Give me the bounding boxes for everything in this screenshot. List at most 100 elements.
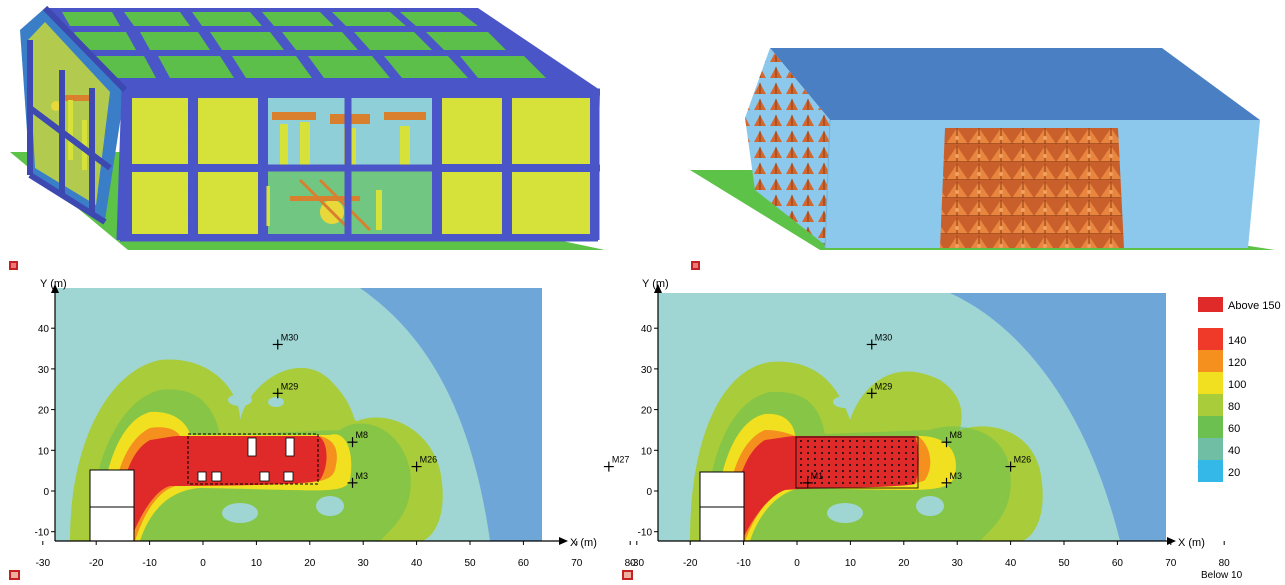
x-tick-label: 70 [1165, 558, 1177, 569]
axes-right [657, 290, 1168, 542]
y-axis-label: Y (m) [40, 278, 67, 290]
x-tick-label: 40 [1005, 558, 1017, 569]
x-tick-label: 0 [794, 558, 800, 569]
frame-model-3d [10, 5, 605, 250]
legend-item: 20 [1198, 460, 1240, 482]
x-tick-label: 70 [571, 558, 583, 569]
y-tick-label: 20 [641, 406, 653, 417]
y-tick-label: 0 [43, 487, 49, 498]
legend-swatch [1198, 394, 1223, 416]
monitor-point-m26: M26 [411, 455, 438, 472]
x-tick-label: 40 [411, 558, 423, 569]
x-tick-label: 20 [898, 558, 910, 569]
y-tick-label: 40 [641, 324, 653, 335]
monitor-point-m30: M30 [866, 332, 893, 350]
legend-label: 100 [1228, 379, 1246, 391]
monitor-point-m27: M27 [603, 455, 630, 472]
x-tick-label: 50 [464, 558, 476, 569]
y-tick-label: 30 [641, 365, 653, 376]
monitor-point-label: M27 [612, 455, 630, 465]
y-tick-label: -10 [638, 528, 653, 539]
x-tick-label: 20 [304, 558, 316, 569]
x-tick-label: 60 [518, 558, 530, 569]
x-tick-label: 10 [845, 558, 857, 569]
x-tick-label: 50 [1058, 558, 1070, 569]
y-tick-label: 40 [38, 324, 50, 335]
legend-item: 60 [1198, 416, 1240, 438]
legend-item: 100 [1198, 372, 1246, 394]
x-tick-label: 10 [251, 558, 263, 569]
x-tick-label: -20 [89, 558, 104, 569]
axes-left [54, 290, 560, 542]
x-tick-label: 30 [358, 558, 370, 569]
legend-label: 80 [1228, 401, 1240, 413]
legend-item: Below 10 [1201, 570, 1243, 581]
monitor-point-label: M29 [281, 381, 299, 391]
y-tick-label: 10 [641, 446, 653, 457]
legend-label: 120 [1228, 357, 1246, 369]
monitor-point-m29: M29 [866, 381, 893, 399]
legend-swatch [1198, 460, 1223, 482]
x-tick-label: 60 [1112, 558, 1124, 569]
legend-item: 120 [1198, 350, 1246, 372]
x-tick-label: 80 [1219, 558, 1231, 569]
monitor-point-m8: M8 [347, 430, 369, 448]
monitor-point-label: M3 [950, 471, 963, 481]
x-tick-label: -10 [142, 558, 157, 569]
lattice-model-3d [690, 48, 1275, 250]
y-tick-label: 20 [38, 406, 50, 417]
contour-map-left: M30 M29 M8 M26 M27 M3 [55, 288, 630, 542]
color-legend: Above 150 140 120 100 80 60 40 20 Below 10 [1198, 297, 1281, 581]
y-axis-label: Y (m) [642, 278, 669, 290]
monitor-point-m3: M3 [347, 471, 369, 488]
zoom-icon[interactable] [622, 570, 633, 580]
monitor-point-m30: M30 [272, 332, 298, 350]
y-tick-label: 30 [38, 365, 50, 376]
monitor-point-label: M8 [356, 430, 369, 440]
legend-item: 40 [1198, 438, 1240, 460]
x-axis-label: X (m) [1178, 537, 1205, 549]
contour-map-right: M30M29M8M26M27M3M1 [658, 293, 1223, 542]
legend-label: 60 [1228, 423, 1240, 435]
zoom-icon[interactable] [9, 570, 20, 580]
monitor-point-m29: M29 [272, 381, 299, 399]
y-tick-label: -10 [35, 528, 50, 539]
monitor-point-label: M8 [950, 430, 963, 440]
legend-label: 20 [1228, 467, 1240, 479]
legend-swatch [1198, 372, 1223, 394]
monitor-point-label: M1 [811, 471, 824, 481]
monitor-point-label: M26 [1014, 455, 1032, 465]
y-tick-label: 0 [646, 487, 652, 498]
monitor-point-label: M3 [356, 471, 369, 481]
legend-swatch [1198, 438, 1223, 460]
x-tick-label: -30 [630, 558, 645, 569]
x-tick-label: -30 [36, 558, 51, 569]
monitor-point-m8: M8 [941, 430, 963, 448]
x-tick-label: -20 [683, 558, 698, 569]
legend-item: 80 [1198, 394, 1240, 416]
legend-item: 140 [1198, 328, 1246, 350]
y-tick-label: 10 [38, 446, 50, 457]
monitor-point-m26: M26 [1005, 455, 1032, 472]
monitor-point-label: M26 [420, 455, 438, 465]
legend-swatch [1198, 350, 1223, 372]
legend-item: Above 150 [1198, 297, 1281, 312]
legend-label: 40 [1228, 445, 1240, 457]
legend-label: Above 150 [1228, 300, 1281, 312]
legend-swatch [1198, 328, 1223, 350]
monitor-point-m3: M3 [941, 471, 963, 488]
x-tick-label: -10 [736, 558, 751, 569]
x-tick-label: 0 [200, 558, 206, 569]
x-axis-label: X (m) [570, 537, 597, 549]
x-tick-label: 30 [952, 558, 964, 569]
legend-swatch [1198, 416, 1223, 438]
monitor-point-m1: M1 [802, 471, 824, 488]
monitor-point-label: M29 [875, 381, 893, 391]
red-square-icon[interactable] [9, 261, 18, 270]
legend-label: 140 [1228, 335, 1246, 347]
legend-label: Below 10 [1201, 570, 1243, 581]
red-square-icon[interactable] [691, 261, 700, 270]
legend-swatch [1198, 297, 1223, 312]
monitor-point-label: M30 [875, 332, 893, 342]
